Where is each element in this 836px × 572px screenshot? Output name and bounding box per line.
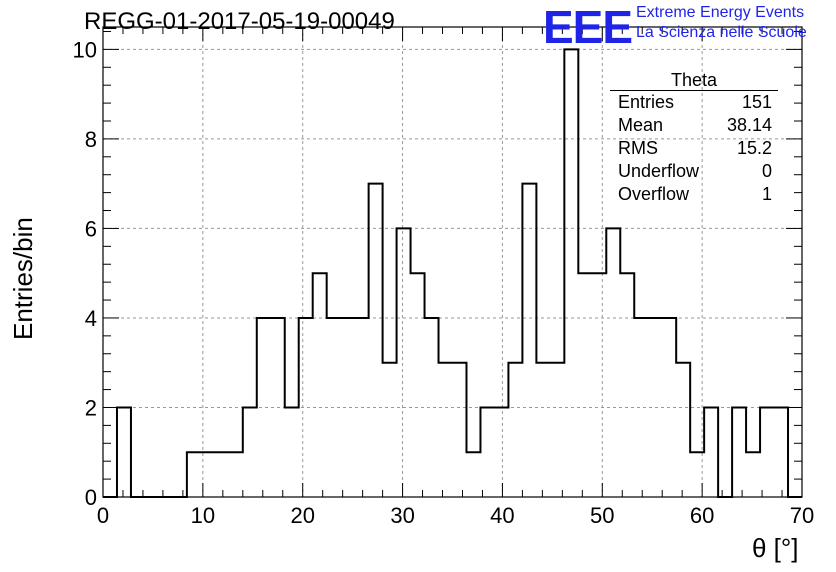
histogram-bin: [355, 318, 369, 497]
stats-label: Underflow: [618, 161, 700, 181]
eee-logo: EEE: [543, 1, 633, 53]
histogram-bin: [648, 318, 662, 497]
histogram-bin: [746, 452, 760, 497]
brand-line1: Extreme Energy Events: [636, 4, 805, 21]
histogram-bin: [327, 318, 341, 497]
histogram-bin: [341, 318, 355, 497]
stats-row-entries: Entries 151: [610, 91, 778, 114]
stats-label: Overflow: [618, 184, 690, 204]
histogram-bin: [578, 273, 592, 497]
plot-frame: [102, 26, 803, 498]
x-tick-label: 10: [191, 503, 215, 528]
histogram-bin: [480, 407, 494, 497]
histogram-bin: [425, 318, 439, 497]
stats-value: 151: [741, 92, 772, 112]
chart-title: REGG-01-2017-05-19-00049: [84, 8, 395, 35]
x-tick-label: 0: [97, 503, 109, 528]
histogram-bin: [676, 363, 690, 497]
histogram-bin: [299, 318, 313, 497]
histogram-bin: [215, 452, 229, 497]
x-tick-label: 60: [690, 503, 714, 528]
stats-row-rms: RMS 15.2: [610, 137, 778, 160]
stats-value: 15.2: [736, 138, 772, 158]
y-tick-label: 2: [85, 395, 97, 420]
y-tick-label: 6: [85, 216, 97, 241]
stats-value: 38.14: [726, 115, 772, 135]
histogram-bin: [522, 184, 536, 497]
histogram-bin: [466, 452, 480, 497]
histogram-bin: [243, 407, 257, 497]
histogram-bin: [285, 407, 299, 497]
stats-value: 0: [761, 161, 772, 181]
stats-row-overflow: Overflow 1: [610, 183, 778, 206]
histogram-line: [103, 48, 802, 498]
histogram-bin: [760, 407, 774, 497]
histogram-bin: [257, 318, 271, 497]
histogram-bin: [592, 273, 606, 497]
histogram-bin: [369, 184, 383, 497]
histogram-bin: [536, 363, 550, 497]
histogram-bin: [453, 363, 467, 497]
y-tick-label: 0: [85, 485, 97, 510]
histogram-bin: [117, 407, 131, 497]
stats-label: Mean: [618, 115, 664, 135]
y-tick-label: 8: [85, 127, 97, 152]
histogram-bin: [397, 228, 411, 497]
histogram-bin: [508, 363, 522, 497]
histogram-bin: [662, 318, 676, 497]
stats-row-mean: Mean 38.14: [610, 114, 778, 137]
histogram-bin: [774, 407, 788, 497]
histogram-bin: [634, 318, 648, 497]
brand-line2: La Scienza nelle Scuole: [636, 24, 807, 41]
histogram-bin: [271, 318, 285, 497]
histogram-bin: [704, 407, 718, 497]
stats-label: Entries: [618, 92, 675, 112]
x-axis-label: θ [°]: [752, 533, 799, 563]
y-axis-label: Entries/bin: [8, 217, 38, 340]
brand-text: Extreme Energy Events La Scienza nelle S…: [636, 3, 807, 43]
stats-value: 1: [761, 184, 772, 204]
stats-label: RMS: [618, 138, 658, 158]
histogram-bin: [606, 228, 620, 497]
y-tick-label: 4: [85, 306, 97, 331]
y-tick-label: 10: [73, 37, 97, 62]
histogram-bin: [313, 273, 327, 497]
histogram-bin: [564, 49, 578, 497]
histogram-bin: [229, 452, 243, 497]
histogram-bin: [550, 363, 564, 497]
stats-header: Theta: [610, 70, 778, 91]
x-tick-label: 20: [290, 503, 314, 528]
stats-box: Theta Entries 151 Mean 38.14 RMS 15.2 Un…: [610, 70, 778, 206]
x-tick-label: 40: [490, 503, 514, 528]
histogram-bin: [411, 273, 425, 497]
histogram-bin: [494, 407, 508, 497]
histogram-bin: [620, 273, 634, 497]
stats-row-underflow: Underflow 0: [610, 160, 778, 183]
histogram-bin: [732, 407, 746, 497]
histogram-bin: [187, 452, 201, 497]
x-tick-label: 30: [390, 503, 414, 528]
x-tick-label: 50: [590, 503, 614, 528]
histogram-bin: [439, 363, 453, 497]
x-tick-label: 70: [790, 503, 814, 528]
histogram-bin: [383, 363, 397, 497]
